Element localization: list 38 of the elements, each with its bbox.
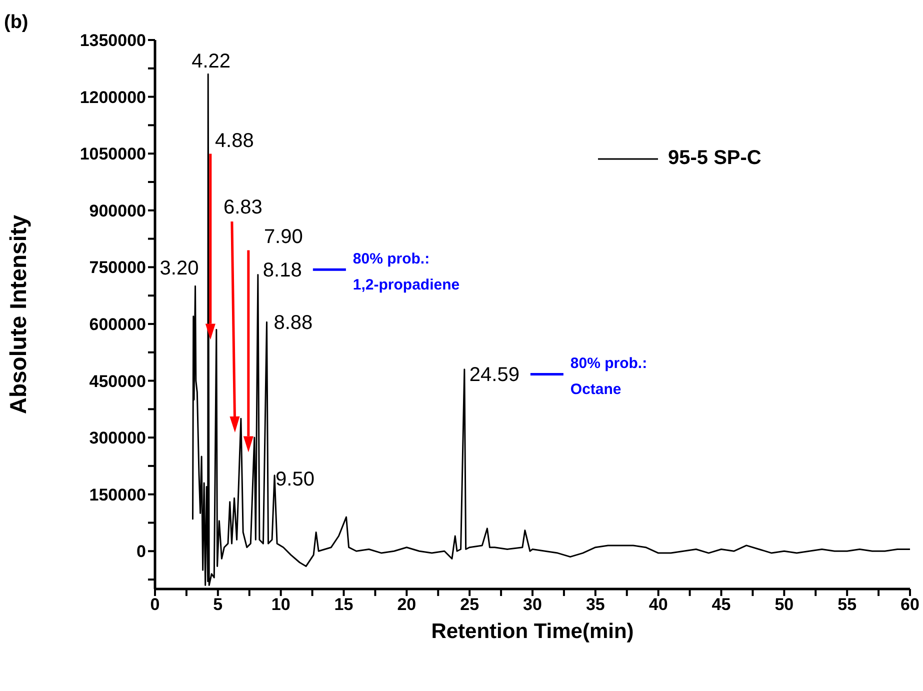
x-tick-label: 30	[523, 595, 542, 614]
y-tick-label: 1200000	[80, 88, 146, 107]
x-tick-label: 60	[900, 595, 920, 614]
y-tick-label: 1350000	[80, 31, 146, 50]
annotation: 4.22	[192, 50, 231, 73]
x-tick-label: 25	[460, 595, 480, 614]
annotation: 80% prob.: Octane	[570, 355, 648, 398]
x-tick-label: 50	[774, 595, 794, 614]
x-tick-label: 55	[838, 595, 857, 614]
annotation: 6.83	[223, 196, 262, 218]
legend-label: 95-5 SP-C	[668, 147, 762, 170]
annotation: 8.88	[274, 312, 313, 334]
y-tick-label: 900000	[89, 201, 146, 220]
y-tick-label: 450000	[89, 372, 146, 391]
y-tick-label: 1050000	[80, 144, 146, 164]
annotation: 80% prob.: 1,2-propadiene	[352, 250, 460, 294]
annotation: 24.59	[469, 364, 520, 386]
x-tick-label: 20	[397, 595, 416, 614]
annotation: 9.50	[276, 468, 314, 491]
x-tick-label: 10	[271, 595, 290, 614]
y-tick-label: 750000	[89, 258, 146, 278]
y-tick-label: 150000	[89, 485, 146, 504]
x-tick-label: 40	[648, 595, 668, 614]
x-axis-title: Retention Time(min)	[431, 620, 634, 643]
annotation: 7.90	[264, 226, 303, 248]
annotation: 3.20	[160, 257, 199, 280]
y-tick-label: 600000	[89, 315, 146, 334]
y-tick-label: 0	[136, 542, 146, 562]
y-tick-label: 300000	[89, 428, 146, 448]
x-tick-label: 35	[586, 595, 605, 614]
annotation: 4.88	[214, 130, 254, 152]
x-tick-label: 0	[150, 595, 160, 614]
annotation: 8.18	[262, 260, 302, 282]
y-axis-title: Absolute Intensity	[5, 214, 32, 414]
x-tick-label: 15	[334, 595, 354, 614]
x-tick-label: 5	[213, 595, 223, 614]
text: (b)	[4, 12, 28, 33]
x-tick-label: 45	[712, 595, 731, 614]
